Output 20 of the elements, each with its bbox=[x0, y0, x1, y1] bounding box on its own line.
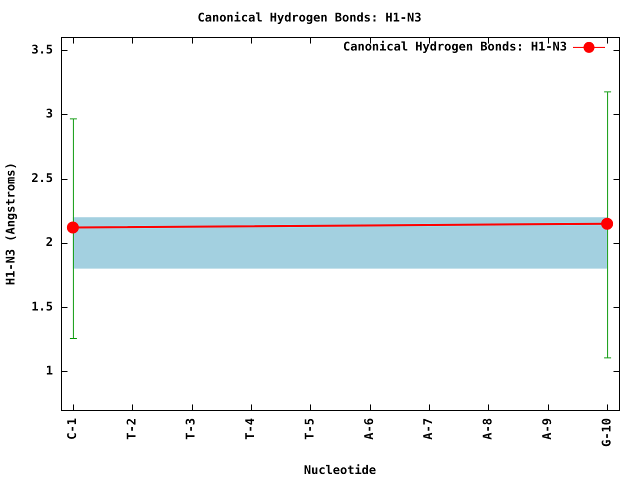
y-tick-label: 2 bbox=[46, 235, 53, 250]
x-tick-label: T-2 bbox=[124, 418, 138, 440]
y-tick-label: 3 bbox=[46, 106, 53, 121]
y-tick-label: 1.5 bbox=[31, 299, 53, 314]
y-tick-label: 3.5 bbox=[31, 42, 53, 56]
x-tick-label: A-9 bbox=[540, 418, 554, 440]
x-axis-title: Nucleotide bbox=[304, 462, 376, 477]
x-tick-label: A-8 bbox=[480, 418, 495, 440]
chart-title: Canonical Hydrogen Bonds: H1-N3 bbox=[198, 10, 422, 24]
x-tick-label: A-7 bbox=[421, 418, 436, 440]
x-tick-label: G-10 bbox=[599, 418, 614, 447]
x-tick-label: A-6 bbox=[362, 418, 376, 440]
x-tick-label: T-3 bbox=[184, 418, 198, 440]
x-tick-label: C-1 bbox=[64, 418, 79, 440]
legend-label: Canonical Hydrogen Bonds: H1-N3 bbox=[343, 40, 567, 54]
x-tick-label: T-4 bbox=[243, 418, 258, 440]
x-tick-label: T-5 bbox=[302, 418, 316, 440]
y-tick-label: 2.5 bbox=[31, 170, 53, 185]
y-tick-label: 1 bbox=[46, 364, 53, 378]
y-axis-title: H1-N3 (Angstroms) bbox=[3, 162, 18, 286]
